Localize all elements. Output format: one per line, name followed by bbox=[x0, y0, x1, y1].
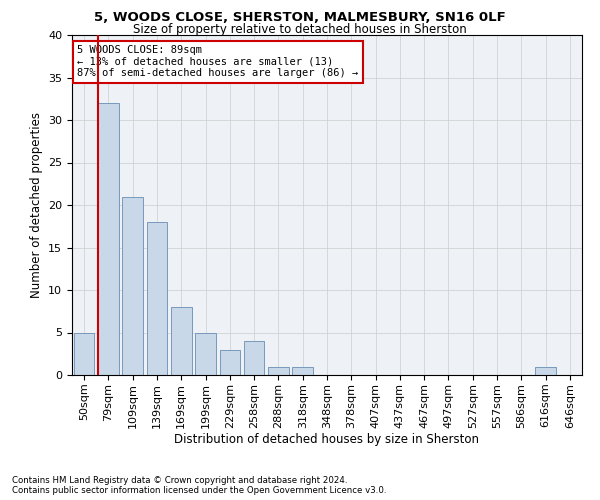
X-axis label: Distribution of detached houses by size in Sherston: Distribution of detached houses by size … bbox=[175, 434, 479, 446]
Text: 5 WOODS CLOSE: 89sqm
← 13% of detached houses are smaller (13)
87% of semi-detac: 5 WOODS CLOSE: 89sqm ← 13% of detached h… bbox=[77, 45, 358, 78]
Bar bbox=[292, 366, 313, 375]
Text: Size of property relative to detached houses in Sherston: Size of property relative to detached ho… bbox=[133, 22, 467, 36]
Bar bbox=[171, 307, 191, 375]
Bar bbox=[98, 103, 119, 375]
Text: 5, WOODS CLOSE, SHERSTON, MALMESBURY, SN16 0LF: 5, WOODS CLOSE, SHERSTON, MALMESBURY, SN… bbox=[94, 11, 506, 24]
Y-axis label: Number of detached properties: Number of detached properties bbox=[29, 112, 43, 298]
Bar bbox=[535, 366, 556, 375]
Text: Contains HM Land Registry data © Crown copyright and database right 2024.
Contai: Contains HM Land Registry data © Crown c… bbox=[12, 476, 386, 495]
Bar bbox=[146, 222, 167, 375]
Bar bbox=[195, 332, 216, 375]
Bar bbox=[244, 341, 265, 375]
Bar bbox=[74, 332, 94, 375]
Bar bbox=[122, 196, 143, 375]
Bar bbox=[268, 366, 289, 375]
Bar bbox=[220, 350, 240, 375]
